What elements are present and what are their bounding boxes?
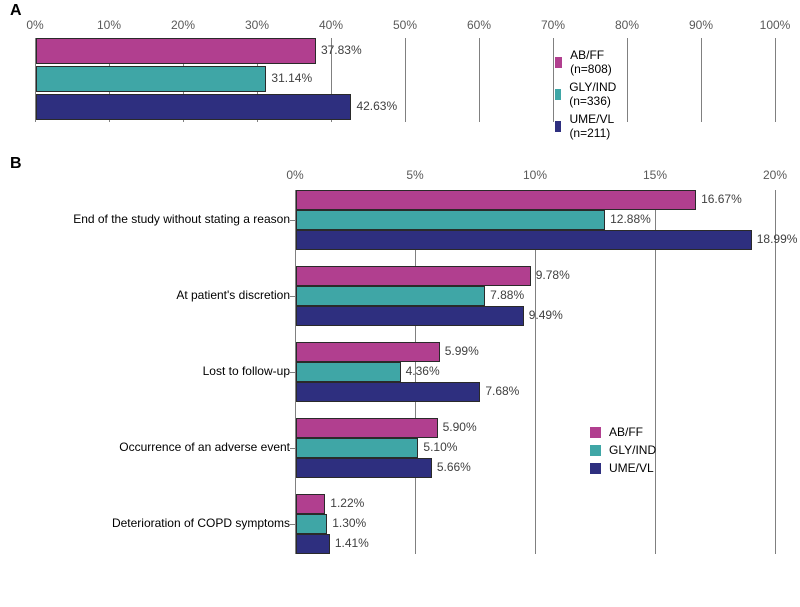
category-label: Occurrence of an adverse event	[0, 440, 290, 454]
bar-value-label: 37.83%	[321, 43, 362, 57]
axis-tick-label: 100%	[757, 18, 793, 32]
gridline	[701, 38, 702, 122]
bar-abff	[296, 342, 440, 362]
legend-swatch	[590, 463, 601, 474]
bar-value-label: 5.99%	[445, 344, 479, 358]
axis-tick-label: 40%	[313, 18, 349, 32]
bar-value-label: 12.88%	[610, 212, 651, 226]
category-label: At patient's discretion	[0, 288, 290, 302]
axis-tick-label: 30%	[239, 18, 275, 32]
axis-tick	[290, 372, 295, 373]
axis-tick-label: 5%	[397, 168, 433, 182]
legend-swatch	[555, 57, 562, 68]
category-label: Lost to follow-up	[0, 364, 290, 378]
axis-tick-label: 50%	[387, 18, 423, 32]
bar-value-label: 1.22%	[330, 496, 364, 510]
bar-abff	[296, 190, 696, 210]
legend-item: AB/FF (n=808)	[555, 48, 621, 76]
legend-swatch	[590, 427, 601, 438]
legend-text: UME/VL (n=211)	[569, 112, 621, 140]
legend-item: AB/FF	[590, 425, 656, 439]
legend-text: GLY/IND	[609, 443, 656, 457]
bar-value-label: 7.68%	[485, 384, 519, 398]
legend-text: GLY/IND (n=336)	[569, 80, 621, 108]
bar-glyind	[296, 286, 485, 306]
bar-glyind	[296, 438, 418, 458]
bar-abff	[296, 418, 438, 438]
axis-tick-label: 0%	[17, 18, 53, 32]
panel-b-label: B	[10, 155, 22, 173]
bar-value-label: 1.30%	[332, 516, 366, 530]
bar-glyind	[296, 210, 605, 230]
bar-umevl	[296, 306, 524, 326]
gridline	[479, 38, 480, 122]
bar-value-label: 5.90%	[443, 420, 477, 434]
bar-umevl	[36, 94, 351, 120]
legend-item: GLY/IND	[590, 443, 656, 457]
axis-tick	[290, 220, 295, 221]
category-label: Deterioration of COPD symptoms	[0, 516, 290, 530]
legend-a: AB/FF (n=808) GLY/IND (n=336) UME/VL (n=21…	[555, 48, 621, 144]
bar-umevl	[296, 230, 752, 250]
bar-glyind	[296, 514, 327, 534]
bar-value-label: 16.67%	[701, 192, 742, 206]
bar-value-label: 9.49%	[529, 308, 563, 322]
legend-text: UME/VL	[609, 461, 654, 475]
gridline	[405, 38, 406, 122]
bar-umevl	[296, 382, 480, 402]
gridline	[775, 38, 776, 122]
bar-umevl	[296, 458, 432, 478]
axis-tick	[290, 296, 295, 297]
bar-glyind	[296, 362, 401, 382]
legend-swatch	[555, 121, 561, 132]
category-label: End of the study without stating a reaso…	[0, 212, 290, 226]
bar-value-label: 7.88%	[490, 288, 524, 302]
axis-tick-label: 60%	[461, 18, 497, 32]
legend-swatch	[590, 445, 601, 456]
axis-tick	[290, 524, 295, 525]
axis-tick-label: 15%	[637, 168, 673, 182]
legend-text: AB/FF (n=808)	[570, 48, 621, 76]
legend-item: GLY/IND (n=336)	[555, 80, 621, 108]
axis-tick-label: 70%	[535, 18, 571, 32]
bar-value-label: 5.66%	[437, 460, 471, 474]
gridline	[553, 38, 554, 122]
axis-tick-label: 10%	[91, 18, 127, 32]
axis-tick-label: 90%	[683, 18, 719, 32]
axis-tick-label: 20%	[757, 168, 793, 182]
legend-item: UME/VL	[590, 461, 656, 475]
bar-value-label: 4.36%	[406, 364, 440, 378]
axis-tick	[290, 448, 295, 449]
bar-abff	[296, 494, 325, 514]
bar-value-label: 5.10%	[423, 440, 457, 454]
axis-tick-label: 80%	[609, 18, 645, 32]
legend-swatch	[555, 89, 561, 100]
bar-abff	[296, 266, 531, 286]
bar-value-label: 9.78%	[536, 268, 570, 282]
gridline	[627, 38, 628, 122]
legend-b: AB/FF GLY/IND UME/VL	[590, 425, 656, 479]
bar-abff	[36, 38, 316, 64]
bar-value-label: 18.99%	[757, 232, 798, 246]
axis-tick-label: 0%	[277, 168, 313, 182]
bar-value-label: 31.14%	[271, 71, 312, 85]
bar-glyind	[36, 66, 266, 92]
bar-value-label: 42.63%	[356, 99, 397, 113]
legend-item: UME/VL (n=211)	[555, 112, 621, 140]
legend-text: AB/FF	[609, 425, 643, 439]
bar-value-label: 1.41%	[335, 536, 369, 550]
bar-umevl	[296, 534, 330, 554]
axis-tick-label: 20%	[165, 18, 201, 32]
axis-tick-label: 10%	[517, 168, 553, 182]
